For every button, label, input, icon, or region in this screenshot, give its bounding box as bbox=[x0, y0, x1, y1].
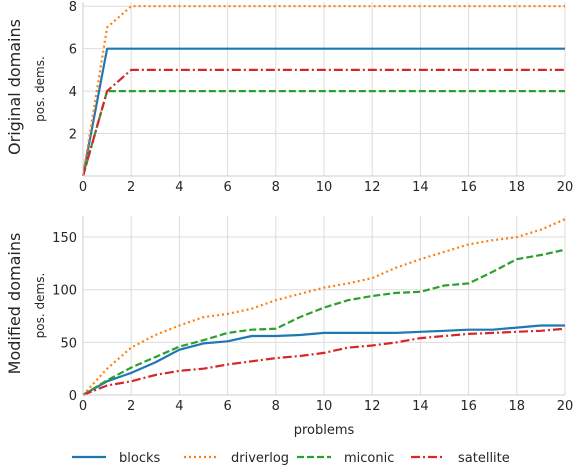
x-tick-label: 0 bbox=[79, 399, 87, 414]
x-tick-label: 10 bbox=[316, 180, 333, 195]
y-tick-label: 100 bbox=[52, 284, 77, 299]
x-tick-label: 0 bbox=[79, 180, 87, 195]
legend-item-satellite: satellite bbox=[411, 451, 510, 466]
x-tick-label: 16 bbox=[460, 399, 477, 414]
y-tick-label: 0 bbox=[69, 389, 77, 404]
y-tick-label: 8 bbox=[69, 0, 77, 15]
x-tick-label: 20 bbox=[557, 180, 574, 195]
series-line-miconic bbox=[82, 248, 566, 396]
legend-label: satellite bbox=[458, 451, 510, 466]
x-tick-label: 2 bbox=[127, 180, 135, 195]
series-line-blocks bbox=[81, 47, 565, 177]
legend-item-driverlog: driverlog bbox=[184, 451, 289, 466]
x-tick-label: 4 bbox=[175, 180, 183, 195]
series-line-satellite bbox=[81, 68, 565, 177]
x-tick-label: 8 bbox=[272, 399, 280, 414]
legend-label: miconic bbox=[344, 451, 394, 466]
x-tick-label: 2 bbox=[127, 399, 135, 414]
series-line-driverlog bbox=[81, 5, 565, 177]
x-tick-label: 18 bbox=[509, 180, 526, 195]
y-tick-label: 150 bbox=[52, 231, 77, 246]
series-line-blocks bbox=[82, 324, 565, 396]
legend-item-miconic: miconic bbox=[297, 451, 394, 466]
x-tick-label: 8 bbox=[272, 180, 280, 195]
legend-item-blocks: blocks bbox=[72, 451, 160, 466]
x-axis-label: problems bbox=[294, 423, 355, 438]
x-tick-label: 18 bbox=[509, 399, 526, 414]
y-axis-label: pos. dems. bbox=[33, 273, 47, 339]
row-label: Original domains bbox=[5, 19, 24, 155]
x-tick-label: 6 bbox=[223, 180, 231, 195]
x-tick-label: 16 bbox=[460, 180, 477, 195]
y-tick-label: 2 bbox=[69, 128, 77, 143]
panel-original-domains: 0 2 4 6 8 10 12 14 16 18 20 2 4 6 8 pos. dems. Original … bbox=[5, 0, 573, 195]
x-tick-label: 12 bbox=[364, 399, 381, 414]
x-tick-label: 20 bbox=[557, 399, 574, 414]
y-tick-label: 4 bbox=[69, 85, 77, 100]
legend-label: blocks bbox=[119, 451, 160, 466]
series-line-driverlog bbox=[82, 218, 566, 396]
x-tick-label: 14 bbox=[412, 399, 429, 414]
x-tick-label: 14 bbox=[412, 180, 429, 195]
x-tick-label: 6 bbox=[223, 399, 231, 414]
series-line-miconic bbox=[81, 89, 565, 177]
series-line-satellite bbox=[82, 327, 566, 397]
y-axis-label: pos. dems. bbox=[33, 56, 47, 122]
row-label: Modified domains bbox=[5, 233, 24, 375]
y-tick-label: 50 bbox=[60, 336, 77, 351]
y-tick-label: 6 bbox=[69, 43, 77, 58]
x-tick-label: 10 bbox=[316, 399, 333, 414]
x-tick-label: 12 bbox=[364, 180, 381, 195]
legend: blocks driverlog miconic satellite bbox=[72, 451, 510, 466]
panel-modified-domains: 0 2 4 6 8 10 12 14 16 18 20 0 50 100 150 pos. dems. Modi… bbox=[5, 216, 573, 438]
legend-label: driverlog bbox=[231, 451, 289, 466]
x-tick-label: 4 bbox=[175, 399, 183, 414]
